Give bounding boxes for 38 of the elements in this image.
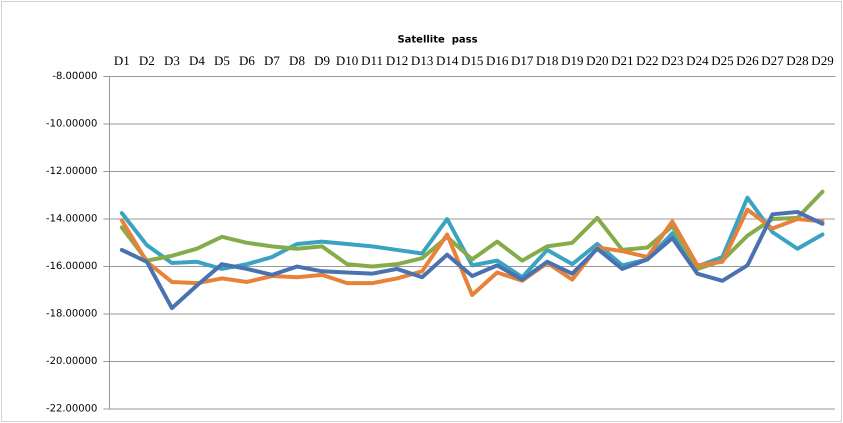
x-tick-label: D16 — [486, 53, 509, 68]
y-tick-label: -18.00000 — [46, 308, 98, 320]
x-tick-label: D1 — [114, 53, 130, 68]
x-tick-label: D3 — [164, 53, 180, 68]
x-tick-label: D25 — [711, 53, 734, 68]
x-tick-label: D26 — [736, 53, 760, 68]
x-tick-label: D24 — [686, 53, 710, 68]
y-tick-label: -20.00000 — [46, 356, 98, 368]
x-tick-label: D14 — [436, 53, 459, 68]
x-tick-label: D13 — [410, 53, 434, 68]
x-tick-label: D8 — [289, 53, 305, 68]
x-tick-label: D5 — [214, 53, 230, 68]
x-tick-label: D29 — [811, 53, 834, 68]
x-tick-label: D23 — [661, 53, 684, 68]
y-tick-label: -12.00000 — [46, 166, 98, 178]
x-tick-label: D20 — [586, 53, 608, 68]
x-tick-label: D4 — [188, 53, 206, 68]
x-tick-label: D19 — [561, 53, 584, 68]
chart-title: Satellite pass — [397, 34, 478, 46]
x-tick-label: D27 — [761, 53, 784, 68]
y-tick-label: -10.00000 — [46, 118, 98, 130]
y-tick-label: -22.00000 — [46, 404, 98, 415]
x-tick-label: D18 — [536, 53, 558, 68]
y-tick-label: -8.00000 — [52, 71, 98, 82]
x-tick-label: D7 — [264, 53, 280, 68]
x-tick-label: D10 — [336, 53, 358, 68]
x-tick-label: D15 — [460, 53, 484, 68]
x-tick-label: D11 — [361, 53, 384, 68]
x-tick-label: D22 — [636, 53, 659, 68]
x-tick-label: D9 — [314, 53, 330, 68]
x-tick-label: D17 — [511, 53, 534, 68]
x-tick-label: D21 — [611, 53, 634, 68]
x-tick-label: D6 — [239, 53, 256, 68]
x-tick-label: D28 — [786, 53, 809, 68]
y-tick-label: -14.00000 — [46, 214, 98, 225]
x-tick-label: D2 — [138, 53, 155, 68]
y-tick-label: -16.00000 — [46, 261, 98, 272]
x-tick-label: D12 — [386, 53, 408, 68]
